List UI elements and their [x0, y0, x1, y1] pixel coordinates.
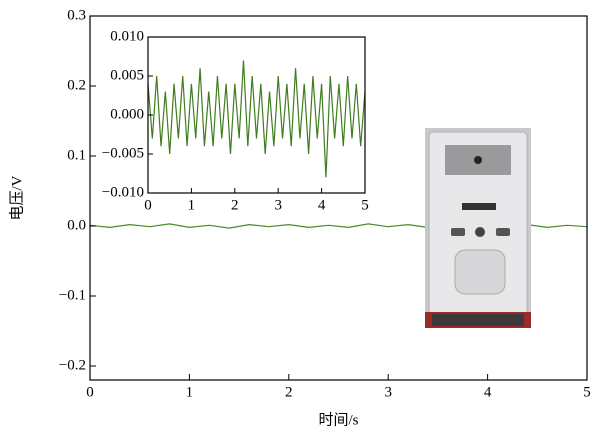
data-line	[147, 60, 366, 178]
plot-frame	[89, 15, 588, 381]
x-tick-label: 0	[86, 384, 94, 400]
y-tick-label: −0.2	[59, 357, 86, 373]
device-button	[451, 228, 465, 236]
device-label	[462, 203, 496, 210]
y-tick-label: 0.000	[110, 106, 144, 122]
device-lens	[474, 156, 482, 164]
device-speaker	[454, 249, 506, 295]
y-tick-label: 0.2	[67, 77, 86, 93]
x-tick-label: 3	[384, 384, 392, 400]
x-tick-label: 1	[186, 384, 194, 400]
x-tick-label: 5	[583, 384, 591, 400]
x-tick-label: 3	[274, 197, 282, 213]
inset-chart: 0 1 2 3 4 5 −0.010 −0.005 0.000 0.005 0.010	[102, 28, 369, 213]
y-tick-label: 0.010	[110, 28, 144, 44]
y-tick-label: 0.1	[67, 147, 86, 163]
y-axis-label: 电压/V	[8, 175, 25, 220]
y-tick-label: 0.005	[110, 67, 144, 83]
y-tick-label: −0.1	[59, 287, 86, 303]
x-tick-label: 4	[484, 384, 492, 400]
y-tick-label: 0.3	[67, 7, 86, 23]
x-tick-label: 4	[318, 197, 326, 213]
x-tick-label: 2	[285, 384, 293, 400]
y-tick-label: −0.005	[102, 145, 144, 161]
device-photo	[425, 128, 531, 328]
y-tick-label: 0.0	[67, 217, 86, 233]
main-chart: 0 1 2 3 4 5 −0.2 −0.1 0.0 0.1 0.2 0.3 时间/s 电压/V	[8, 7, 590, 428]
x-axis-label: 时间/s	[318, 411, 358, 428]
x-tick-label: 5	[361, 197, 369, 213]
x-tick-label: 2	[231, 197, 239, 213]
x-tick-label: 1	[188, 197, 196, 213]
y-tick-label: −0.010	[102, 184, 144, 200]
device-button	[496, 228, 510, 236]
device-knob	[475, 227, 485, 237]
device-stand	[432, 314, 524, 326]
x-tick-label: 0	[144, 197, 152, 213]
